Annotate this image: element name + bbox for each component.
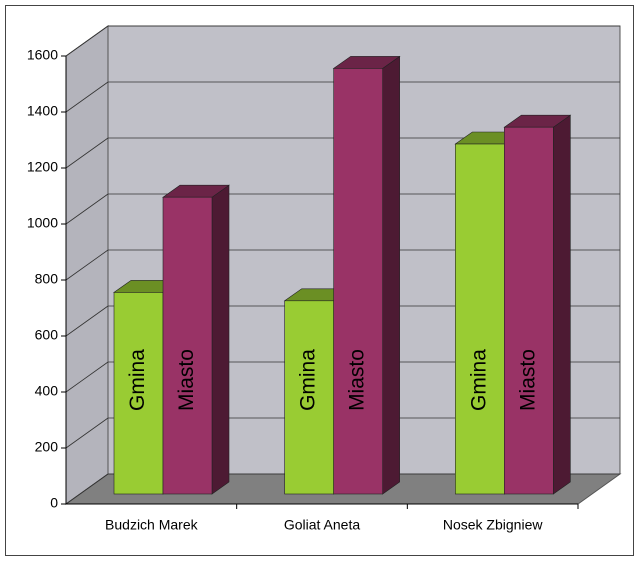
grid-line-side — [65, 305, 109, 337]
bar-label: Gmina — [467, 349, 490, 411]
bar — [333, 68, 383, 495]
y-tick-label: 1400 — [27, 103, 58, 119]
bar — [455, 143, 505, 495]
y-tick-label: 800 — [35, 271, 59, 287]
grid-line-side — [65, 361, 109, 393]
y-tick-label: 600 — [35, 327, 59, 343]
bar-label: Gmina — [297, 349, 320, 411]
grid-line-side — [65, 249, 109, 281]
y-tick-label: 400 — [35, 383, 59, 399]
grid-line-side — [65, 193, 109, 225]
x-tick-label: Nosek Zbigniew — [443, 517, 543, 533]
bar-side — [211, 184, 230, 495]
y-tick-label: 200 — [35, 439, 59, 455]
bar-side — [553, 114, 571, 495]
grid-line-side — [65, 137, 109, 169]
y-tick-label: 1600 — [27, 47, 58, 63]
bar-label: Gmina — [126, 349, 149, 411]
y-tick-label: 0 — [50, 495, 58, 511]
bar-label: Miasto — [346, 349, 369, 411]
grid-line-side — [65, 473, 109, 505]
bars: Gmina Miasto Gmina Miasto Gmina Miasto — [113, 55, 572, 495]
y-tick-label: 1200 — [27, 159, 58, 175]
bar-side — [382, 55, 400, 495]
bar — [162, 196, 213, 495]
bar — [284, 300, 334, 495]
grid-line-side — [65, 81, 109, 113]
bar-label: Miasto — [516, 349, 539, 411]
bar-label: Miasto — [175, 349, 198, 411]
grid-line-side — [65, 417, 109, 449]
x-tick-label: Goliat Aneta — [284, 517, 360, 533]
y-tick-label: 1000 — [27, 215, 58, 231]
bar — [504, 126, 554, 495]
x-tick-label: Budzich Marek — [105, 517, 199, 533]
grid-line-side — [65, 25, 109, 57]
bar — [113, 292, 164, 495]
